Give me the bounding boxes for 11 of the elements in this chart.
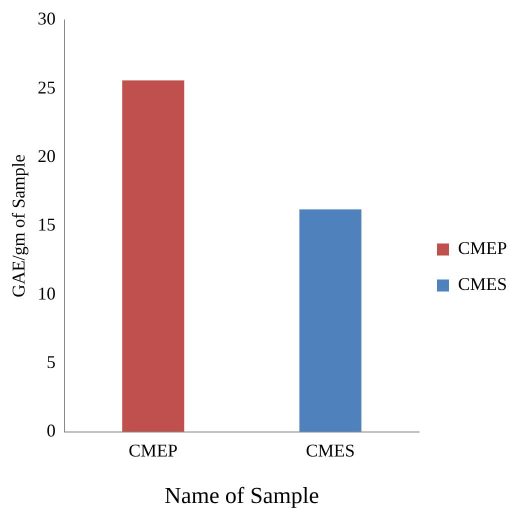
y-tick-label: 15 xyxy=(38,214,56,235)
y-tick-label: 20 xyxy=(38,146,56,166)
x-axis-title: Name of Sample xyxy=(164,483,320,508)
y-tick-label: 25 xyxy=(38,77,56,98)
y-axis-title: GAE/gm of Sample xyxy=(8,154,29,298)
y-tick-label: 0 xyxy=(46,420,56,441)
legend-label: CMEP xyxy=(458,238,508,258)
y-tick-label: 10 xyxy=(38,283,56,304)
y-tick-label: 30 xyxy=(38,8,56,29)
y-tick-label: 5 xyxy=(46,352,56,372)
legend-label: CMES xyxy=(458,274,508,294)
